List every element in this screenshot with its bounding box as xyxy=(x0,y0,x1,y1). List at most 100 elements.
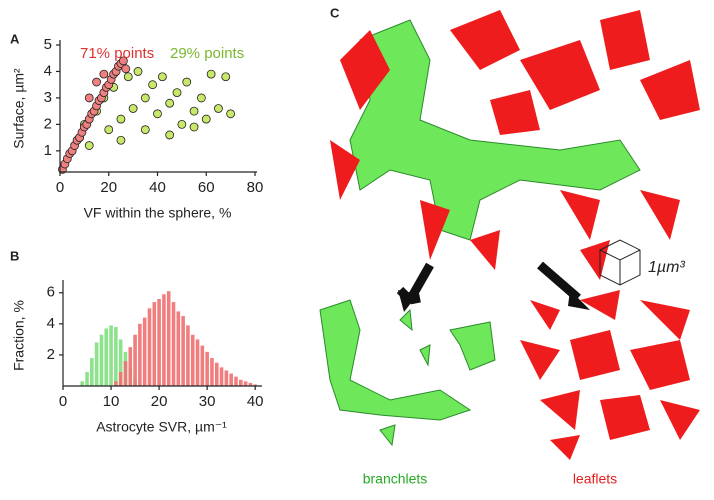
point xyxy=(140,93,150,103)
point xyxy=(104,125,114,135)
point xyxy=(140,125,150,135)
bar xyxy=(171,302,176,386)
bar xyxy=(80,381,85,386)
bar xyxy=(90,358,94,386)
bar xyxy=(147,308,152,386)
point xyxy=(189,106,199,116)
x-tick-label: 40 xyxy=(247,393,264,410)
bar xyxy=(224,370,229,386)
bar xyxy=(205,351,209,386)
bar xyxy=(118,339,123,386)
point xyxy=(153,109,162,119)
bar xyxy=(85,372,89,386)
bar xyxy=(200,345,205,386)
point xyxy=(118,56,128,66)
point xyxy=(121,64,131,74)
bar xyxy=(219,367,224,386)
scale-label: 1µm³ xyxy=(648,259,685,276)
bar xyxy=(248,382,253,386)
x-tick-label: 60 xyxy=(198,179,215,196)
point xyxy=(206,69,216,79)
x-tick-label: 20 xyxy=(151,393,168,410)
bar xyxy=(114,381,118,386)
panel-label: A xyxy=(10,31,20,46)
point xyxy=(116,114,126,124)
point xyxy=(133,67,143,76)
branchlets-label: branchlets xyxy=(363,471,428,487)
point xyxy=(165,130,175,140)
bar xyxy=(234,376,238,386)
bar xyxy=(195,339,200,386)
point xyxy=(214,104,223,113)
panel-label: B xyxy=(10,248,19,263)
y-tick-label: 1 xyxy=(44,142,52,159)
x-axis-label: VF within the sphere, % xyxy=(84,205,232,221)
point xyxy=(128,104,138,113)
leaflets-label: leaflets xyxy=(573,471,617,487)
bar xyxy=(157,298,161,386)
rendering-top xyxy=(330,10,700,280)
point xyxy=(221,72,231,82)
x-tick-label: 0 xyxy=(59,393,67,410)
point xyxy=(172,88,182,98)
bar xyxy=(152,302,157,386)
bar xyxy=(138,323,142,386)
bar xyxy=(243,381,248,386)
bar xyxy=(214,362,219,386)
x-tick-label: 0 xyxy=(56,179,64,196)
arrow-head xyxy=(568,290,590,310)
point xyxy=(182,77,192,87)
rendering-branchlets xyxy=(319,299,496,447)
bar xyxy=(128,347,133,386)
point xyxy=(196,93,206,103)
bar xyxy=(133,334,137,386)
y-axis-label: Fraction, % xyxy=(11,300,27,371)
x-tick-label: 40 xyxy=(149,179,166,196)
point xyxy=(201,114,211,124)
point xyxy=(157,72,167,82)
bar xyxy=(118,372,123,386)
point xyxy=(177,119,187,129)
bar xyxy=(238,379,243,386)
y-tick-label: 4 xyxy=(44,62,52,79)
y-tick-label: 2 xyxy=(47,346,55,363)
bar xyxy=(186,325,190,386)
x-tick-label: 20 xyxy=(100,179,117,196)
x-tick-label: 80 xyxy=(247,179,264,196)
bar xyxy=(166,291,171,386)
y-tick-label: 4 xyxy=(47,315,55,332)
bar xyxy=(229,373,233,386)
point xyxy=(99,69,109,79)
bar xyxy=(104,328,109,386)
point xyxy=(92,77,101,87)
arrow-head xyxy=(398,290,418,312)
bar xyxy=(109,325,113,386)
bar xyxy=(142,317,147,386)
point xyxy=(165,98,175,108)
y-tick-label: 6 xyxy=(47,284,55,301)
x-tick-label: 30 xyxy=(199,393,216,410)
annotation: 29% points xyxy=(170,45,244,62)
point xyxy=(84,93,94,103)
x-axis-label: Astrocyte SVR, µm⁻¹ xyxy=(96,419,227,435)
rendering-leaflets xyxy=(520,290,700,460)
point xyxy=(226,109,236,119)
bar xyxy=(181,316,185,386)
bar xyxy=(99,334,104,386)
bar xyxy=(123,361,128,386)
bar xyxy=(190,334,195,386)
bar xyxy=(94,342,99,386)
annotation: 71% points xyxy=(80,45,154,62)
cube-icon xyxy=(599,239,641,286)
bar xyxy=(114,326,118,386)
point xyxy=(84,141,94,150)
bar xyxy=(162,294,166,386)
x-tick-label: 10 xyxy=(103,393,120,410)
point xyxy=(123,72,133,82)
bar xyxy=(210,358,214,386)
y-tick-label: 5 xyxy=(44,36,52,53)
point xyxy=(148,80,158,90)
y-tick-label: 3 xyxy=(44,89,52,106)
bar xyxy=(176,311,181,386)
